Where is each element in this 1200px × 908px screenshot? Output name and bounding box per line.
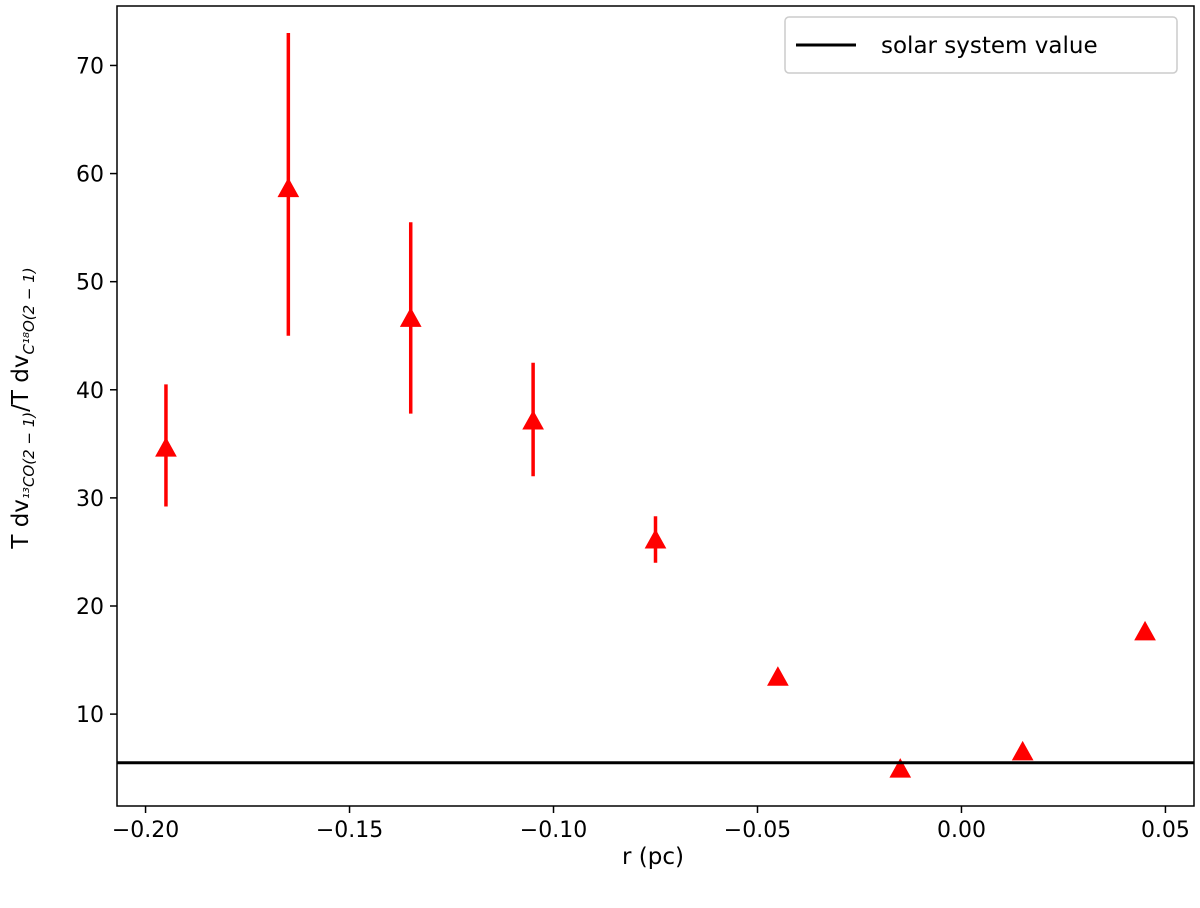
legend-label-solar-system-value: solar system value [881, 33, 1098, 59]
x-tick-label: −0.15 [316, 818, 383, 843]
y-axis-label-sub1: ¹³CO(2 − 1) [20, 412, 38, 499]
x-axis-ticks: −0.20 −0.15 −0.10 −0.05 0.00 0.05 [112, 806, 1190, 843]
y-tick-label: 30 [76, 487, 104, 512]
data-point-marker [399, 307, 422, 327]
data-point-marker [1011, 740, 1034, 761]
y-axis-label-mid: /T dv [8, 355, 34, 412]
data-point-marker [644, 528, 667, 549]
chart-marks [117, 33, 1194, 778]
y-tick-label: 10 [76, 703, 104, 728]
x-tick-label: 0.05 [1141, 818, 1190, 843]
plot-frame [116, 5, 1195, 807]
data-point-marker [277, 177, 300, 198]
x-axis-label: r (pc) [622, 844, 684, 870]
x-tick-label: −0.20 [112, 818, 179, 843]
data-point-marker [1134, 620, 1156, 641]
data-point-marker [889, 758, 912, 778]
y-tick-label: 40 [76, 379, 104, 404]
legend-box [784, 16, 1178, 74]
y-axis-label-prefix: T dv [8, 499, 34, 550]
y-tick-label: 50 [76, 271, 104, 296]
y-axis-label-sub2: C¹⁸O(2 − 1) [20, 267, 38, 354]
x-tick-label: −0.05 [724, 818, 791, 843]
data-point-marker [522, 410, 544, 430]
y-axis-label: T dv¹³CO(2 − 1)/T dvC¹⁸O(2 − 1) [8, 267, 38, 549]
legend: solar system value [784, 16, 1178, 74]
x-tick-label: −0.10 [520, 818, 587, 843]
y-axis-ticks: 10 20 30 40 50 60 70 [76, 54, 117, 728]
data-point-marker [767, 666, 789, 686]
y-tick-label: 20 [76, 595, 104, 620]
y-tick-label: 60 [76, 163, 104, 188]
svg-text:T dv¹³CO(2 − 1)/T dvC¹⁸O(2 − 1: T dv¹³CO(2 − 1)/T dvC¹⁸O(2 − 1) [8, 267, 38, 549]
y-tick-label: 70 [76, 54, 104, 79]
x-tick-label: 0.00 [937, 818, 986, 843]
data-point-marker [155, 437, 177, 457]
